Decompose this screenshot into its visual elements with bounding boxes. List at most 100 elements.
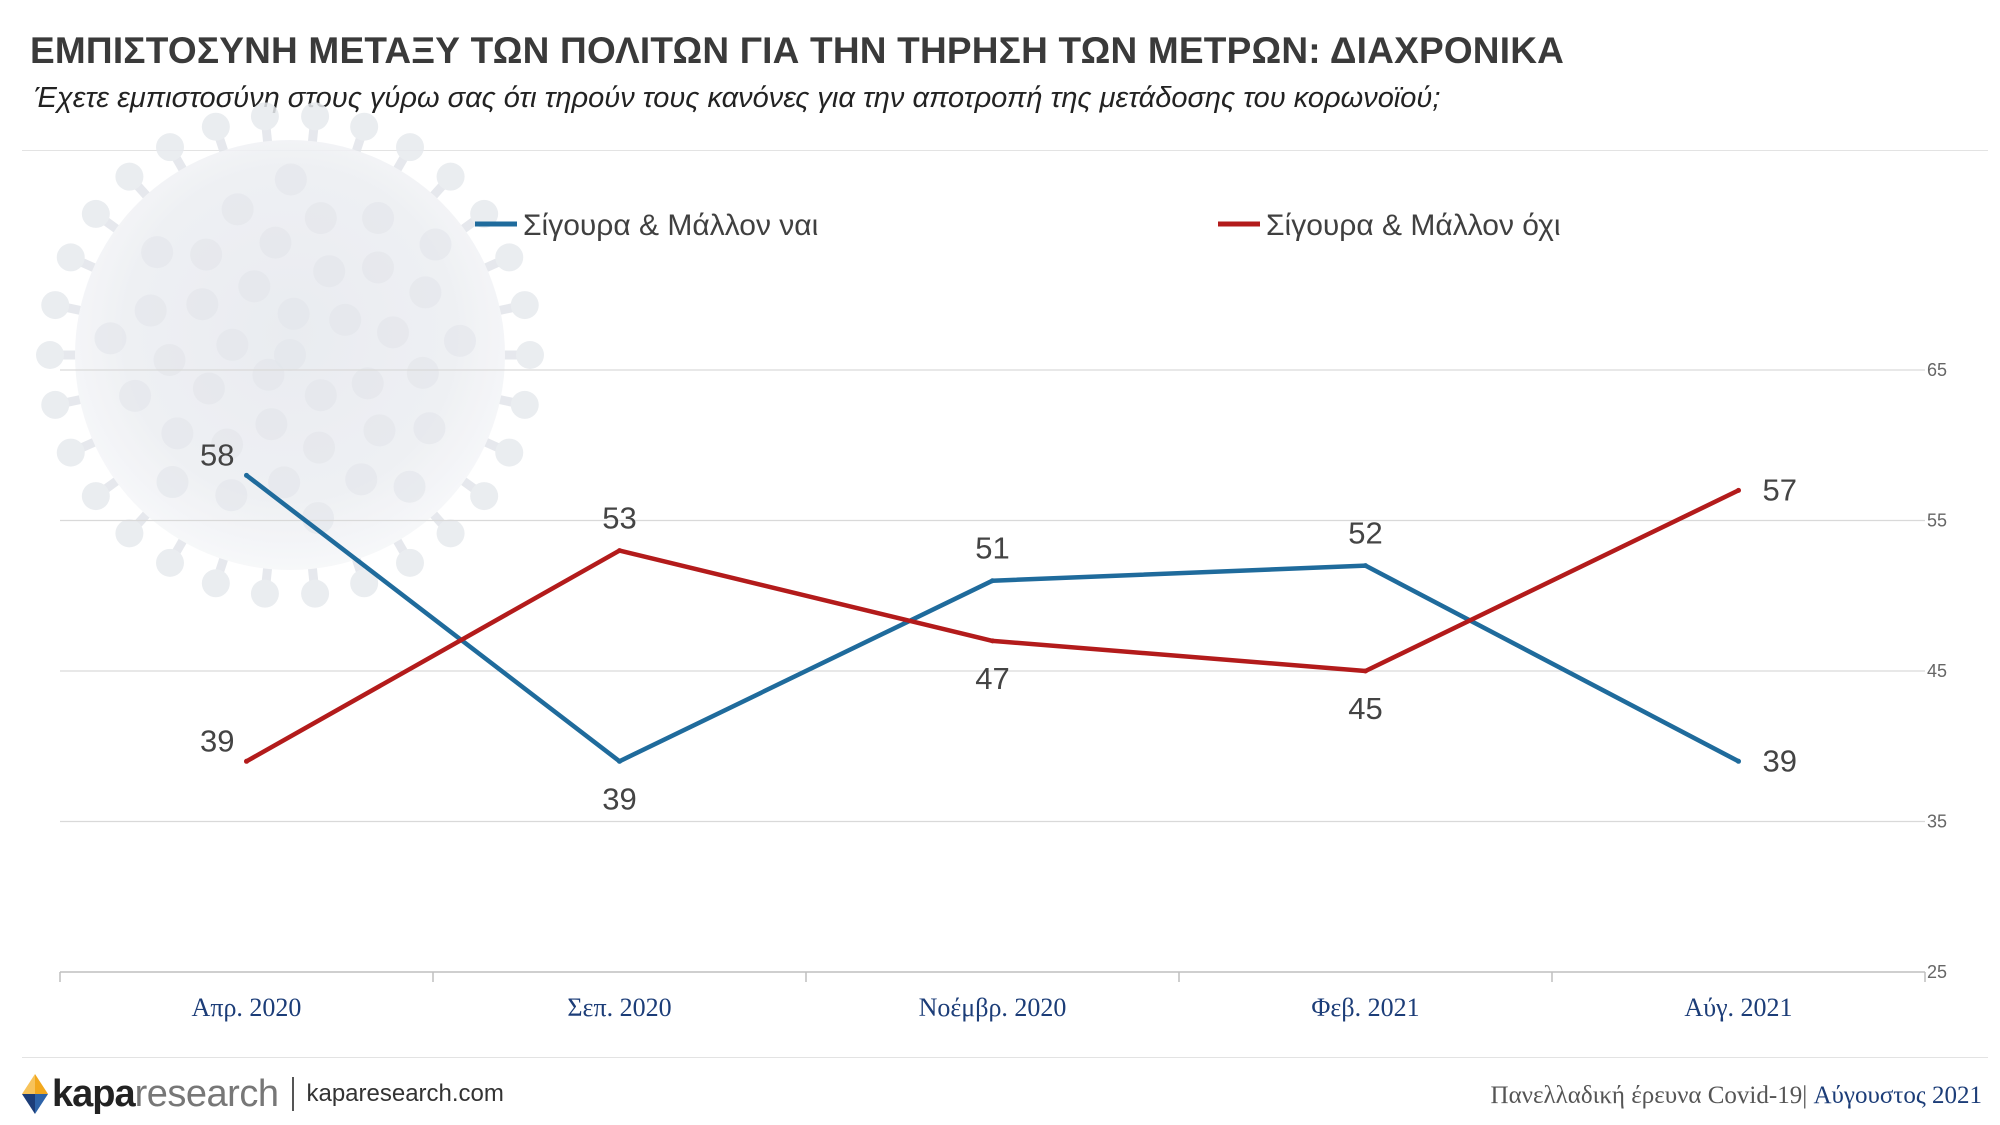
virus-spike-tip	[495, 438, 524, 467]
virus-spike-tip	[510, 390, 539, 419]
virus-texture	[329, 303, 362, 336]
y-tick-label: 45	[1927, 661, 1947, 681]
virus-texture	[313, 255, 346, 288]
data-point	[990, 638, 995, 644]
bottom-divider	[22, 1057, 1988, 1058]
virus-texture	[361, 251, 394, 284]
virus-spike-tip	[156, 133, 184, 162]
virus-spike-tip	[201, 112, 230, 141]
virus-spike-tip	[81, 482, 110, 511]
logo-text-research: research	[134, 1072, 279, 1115]
x-tick-label: Απρ. 2020	[192, 993, 302, 1022]
virus-texture	[190, 238, 223, 271]
virus-texture	[238, 270, 271, 303]
chart-gridlines	[60, 369, 1925, 823]
website-link[interactable]: kaparesearch.com	[306, 1080, 504, 1107]
logo-separator	[292, 1077, 295, 1111]
virus-texture	[419, 228, 452, 261]
y-axis-ticks: 25 35 45 55 65	[1927, 360, 1947, 982]
virus-spike-tip	[350, 112, 379, 141]
virus-spike-tip	[510, 291, 539, 320]
virus-texture	[259, 226, 292, 259]
virus-texture	[161, 417, 194, 450]
virus-texture	[119, 379, 152, 412]
virus-texture	[186, 288, 219, 321]
data-label: 51	[975, 531, 1009, 566]
virus-texture	[156, 466, 189, 499]
virus-texture	[413, 412, 446, 445]
data-label: 58	[200, 437, 234, 472]
series-line	[244, 473, 1741, 764]
virus-texture	[211, 428, 244, 461]
y-tick-label: 25	[1927, 962, 1947, 982]
virus-spike-tip	[115, 162, 144, 191]
virus-texture	[274, 163, 307, 196]
virus-spike-tip	[115, 519, 144, 548]
legend-label: Σίγουρα & Μάλλον όχι	[1266, 209, 1561, 242]
virus-texture	[304, 202, 337, 235]
data-point	[244, 472, 249, 478]
virus-texture	[351, 367, 384, 400]
data-point	[1736, 758, 1741, 764]
data-point	[617, 758, 622, 764]
virus-texture	[94, 322, 127, 355]
virus-texture	[268, 466, 301, 499]
data-label: 47	[975, 661, 1009, 696]
virus-texture	[304, 379, 337, 412]
virus-spike-tip	[250, 102, 279, 131]
virus-spike-tip	[156, 548, 184, 577]
virus-texture	[192, 372, 225, 405]
virus-spike-tip	[470, 482, 499, 511]
survey-month: Αύγουστος 2021	[1807, 1082, 1982, 1109]
x-tick-label: Νοέμβρ. 2020	[919, 993, 1067, 1022]
virus-texture	[409, 276, 442, 309]
virus-texture	[377, 316, 410, 349]
data-label: 52	[1348, 516, 1382, 551]
data-label: 39	[1763, 743, 1797, 778]
virus-texture	[255, 408, 288, 441]
virus-texture	[303, 431, 336, 464]
footer-separator: |	[1802, 1082, 1808, 1109]
survey-name: Πανελλαδική έρευνα Covid-19	[1490, 1082, 1803, 1109]
x-tick-label: Σεπ. 2020	[567, 993, 671, 1022]
y-tick-label: 55	[1927, 511, 1947, 531]
virus-texture	[345, 463, 378, 496]
chart-legend: Σίγουρα & Μάλλον ναι Σίγουρα & Μάλλον όχι	[475, 209, 1561, 242]
virus-spike-tip	[436, 162, 465, 191]
virus-spike-tip	[201, 569, 230, 598]
data-point	[617, 548, 622, 554]
virus-spike-tip	[495, 243, 524, 272]
data-point	[1736, 487, 1741, 493]
top-divider	[22, 150, 1988, 151]
chart-series	[244, 472, 1741, 764]
virus-spike-tip	[81, 199, 110, 228]
virus-spike-tip	[396, 548, 424, 577]
virus-texture	[362, 202, 395, 235]
x-axis: Απρ. 2020 Σεπ. 2020 Νοέμβρ. 2020 Φεβ. 2021 Α…	[59, 971, 1926, 1022]
virus-texture	[274, 339, 306, 371]
virus-texture	[141, 236, 174, 269]
virus-spike-tip	[396, 133, 424, 162]
data-point	[244, 758, 249, 764]
x-tick-label: Φεβ. 2021	[1311, 993, 1419, 1022]
x-tick-label: Αύγ. 2021	[1684, 993, 1792, 1022]
survey-footer: Πανελλαδική έρευνα Covid-19| Αύγουστος 2…	[1491, 1082, 1982, 1110]
virus-spike-tip	[516, 341, 544, 369]
virus-texture	[252, 358, 285, 391]
virus-texture	[393, 470, 426, 503]
virus-spike-tip	[250, 579, 279, 608]
data-label: 45	[1348, 691, 1382, 726]
virus-texture	[134, 294, 167, 327]
data-label: 39	[200, 723, 234, 758]
data-point	[1363, 563, 1368, 569]
kapa-research-logo: kapa research kaparesearch.com	[22, 1072, 504, 1116]
data-label: 39	[602, 781, 636, 816]
coronavirus-illustration	[36, 102, 544, 608]
legend-label: Σίγουρα & Μάλλον ναι	[523, 209, 818, 242]
data-label: 57	[1763, 472, 1797, 507]
virus-texture	[221, 193, 254, 226]
data-labels: 58 39 51 52 39 39 53 47 45 57	[200, 437, 1797, 816]
virus-spike-tip	[36, 341, 64, 369]
virus-texture	[216, 328, 249, 361]
data-point	[990, 578, 995, 584]
